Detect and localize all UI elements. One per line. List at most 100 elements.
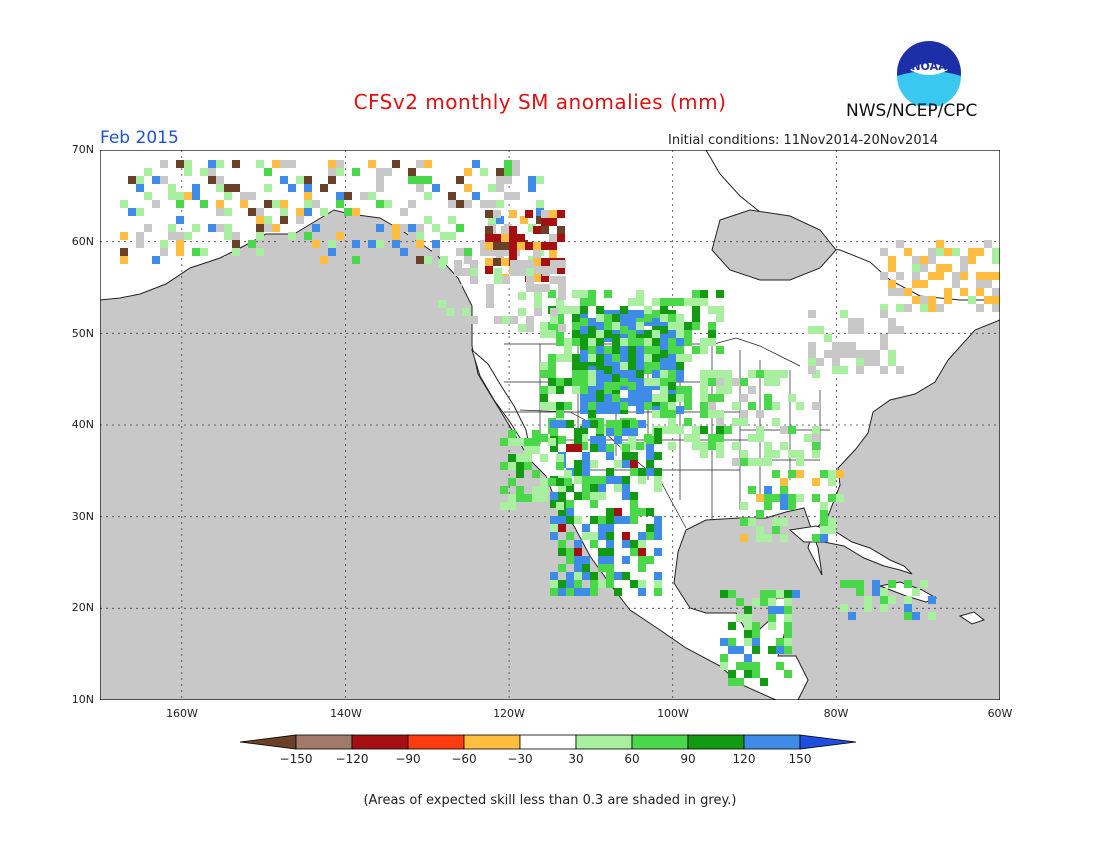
anomaly-cell [480, 248, 488, 256]
anomaly-cell [480, 200, 488, 208]
anomaly-cell [556, 378, 564, 386]
anomaly-cell [508, 478, 516, 486]
anomaly-cell [692, 322, 700, 330]
anomaly-cell [676, 362, 684, 370]
anomaly-cell [517, 242, 525, 250]
anomaly-cell [620, 362, 628, 370]
anomaly-cell [740, 378, 748, 386]
anomaly-cell [536, 200, 544, 208]
anomaly-cell [636, 338, 644, 346]
anomaly-cell [508, 462, 516, 470]
anomaly-cell [812, 450, 820, 458]
anomaly-cell [501, 234, 509, 242]
anomaly-cell [216, 160, 224, 168]
anomaly-cell [542, 284, 550, 292]
noaa-logo: NOAA [897, 41, 961, 106]
anomaly-cell [732, 378, 740, 386]
anomaly-cell [598, 556, 606, 564]
anomaly-cell [558, 508, 566, 516]
anomaly-cell [816, 358, 824, 366]
anomaly-cell [708, 322, 716, 330]
anomaly-cell [676, 314, 684, 322]
anomaly-cell [614, 428, 622, 436]
anomaly-cell [872, 350, 880, 358]
anomaly-cell [580, 398, 588, 406]
anomaly-cell [692, 434, 700, 442]
anomaly-cell [520, 216, 528, 224]
anomaly-cell [692, 442, 700, 450]
anomaly-cell [454, 316, 462, 324]
anomaly-cell [744, 670, 752, 678]
anomaly-cell [628, 390, 636, 398]
anomaly-cell [160, 240, 168, 248]
anomaly-cell [920, 256, 928, 264]
anomaly-cell [630, 500, 638, 508]
anomaly-cell [728, 646, 736, 654]
anomaly-cell [700, 370, 708, 378]
anomaly-cell [638, 508, 646, 516]
anomaly-cell [676, 426, 684, 434]
anomaly-cell [752, 662, 760, 670]
anomaly-cell [708, 410, 716, 418]
anomaly-cell [772, 418, 780, 426]
anomaly-cell [652, 330, 660, 338]
anomaly-cell [392, 160, 400, 168]
anomaly-cell [574, 476, 582, 484]
anomaly-cell [716, 426, 724, 434]
anomaly-cell [533, 266, 541, 274]
anomaly-cell [832, 358, 840, 366]
anomaly-cell [614, 572, 622, 580]
anomaly-cell [408, 168, 416, 176]
anomaly-cell [485, 234, 493, 242]
anomaly-cell [509, 242, 517, 250]
anomaly-cell [644, 402, 652, 410]
anomaly-cell [598, 532, 606, 540]
anomaly-cell [256, 208, 264, 216]
anomaly-cell [620, 306, 628, 314]
anomaly-cell [432, 248, 440, 256]
anomaly-cell [620, 318, 628, 326]
anomaly-cell [430, 268, 438, 276]
anomaly-cell [856, 318, 864, 326]
anomaly-cell [744, 606, 752, 614]
anomaly-cell [614, 508, 622, 516]
anomaly-cell [676, 386, 684, 394]
anomaly-cell [566, 588, 574, 596]
anomaly-cell [541, 258, 549, 266]
anomaly-cell [168, 184, 176, 192]
anomaly-cell [525, 210, 533, 218]
anomaly-cell [644, 314, 652, 322]
anomaly-cell [192, 248, 200, 256]
anomaly-cell [740, 502, 748, 510]
anomaly-cell [636, 370, 644, 378]
anomaly-cell [540, 434, 548, 442]
anomaly-cell [604, 322, 612, 330]
anomaly-cell [684, 402, 692, 410]
anomaly-cell [216, 200, 224, 208]
anomaly-cell [784, 622, 792, 630]
anomaly-cell [280, 160, 288, 168]
anomaly-cell [541, 274, 549, 282]
anomaly-cell [614, 516, 622, 524]
anomaly-cell [558, 540, 566, 548]
colorbar-label: 120 [732, 752, 756, 766]
anomaly-cell [448, 192, 456, 200]
anomaly-cell [784, 646, 792, 654]
anomaly-cell [628, 310, 636, 318]
anomaly-cell [556, 502, 564, 510]
lat-label-10n: 10N [71, 693, 94, 706]
anomaly-cell [558, 484, 566, 492]
anomaly-cell [836, 494, 844, 502]
anomaly-cell [732, 442, 740, 450]
anomaly-cell [630, 460, 638, 468]
anomaly-cell [676, 298, 684, 306]
anomaly-cell [880, 604, 888, 612]
anomaly-cell [272, 160, 280, 168]
anomaly-cell [630, 468, 638, 476]
anomaly-cell [516, 438, 524, 446]
anomaly-cell [700, 402, 708, 410]
anomaly-cell [756, 410, 764, 418]
anomaly-cell [472, 192, 480, 200]
anomaly-cell [572, 322, 580, 330]
anomaly-cell [872, 588, 880, 596]
